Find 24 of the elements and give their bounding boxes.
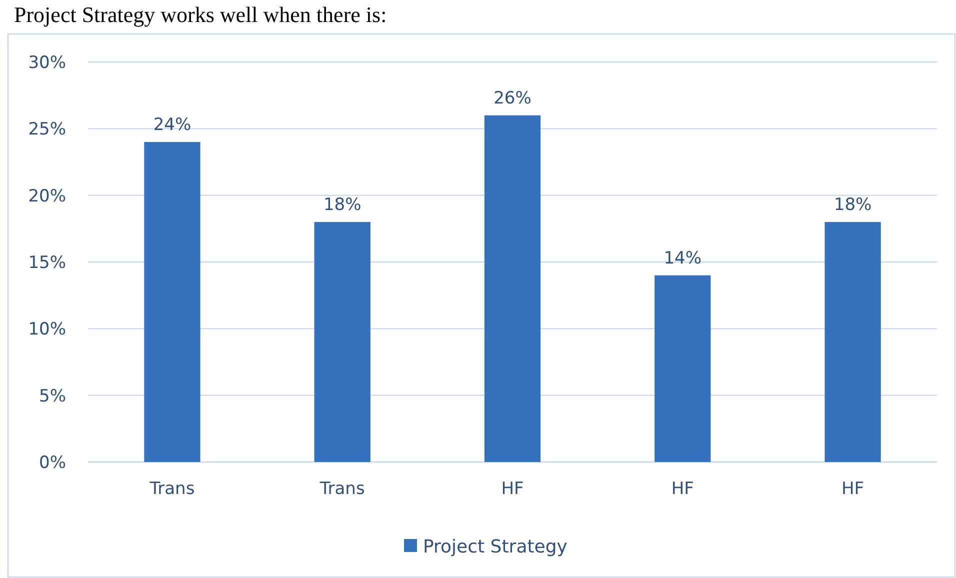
bar <box>144 142 200 462</box>
y-tick-label: 25% <box>28 120 66 140</box>
bar <box>484 115 541 462</box>
x-tick-label: Trans <box>148 479 195 499</box>
x-tick-label: HF <box>842 479 864 499</box>
data-label: 24% <box>153 115 192 135</box>
bar <box>654 275 711 462</box>
data-label: 18% <box>834 195 872 215</box>
bar <box>824 222 881 462</box>
y-tick-label: 20% <box>28 186 66 206</box>
data-label: 26% <box>494 88 532 108</box>
y-tick-label: 30% <box>28 52 66 73</box>
y-tick-label: 5% <box>39 386 66 406</box>
x-tick-label: Trans <box>318 479 365 499</box>
data-label: 14% <box>664 248 702 268</box>
legend-label: Project Strategy <box>423 536 568 558</box>
y-tick-label: 0% <box>39 452 66 473</box>
x-tick-label: HF <box>671 479 694 499</box>
chart-title: Project Strategy works well when there is: <box>14 2 387 27</box>
data-label: 18% <box>323 195 362 215</box>
y-tick-label: 15% <box>28 252 66 273</box>
bar <box>314 222 370 462</box>
x-tick-label: HF <box>501 479 524 499</box>
y-tick-label: 10% <box>28 320 66 340</box>
